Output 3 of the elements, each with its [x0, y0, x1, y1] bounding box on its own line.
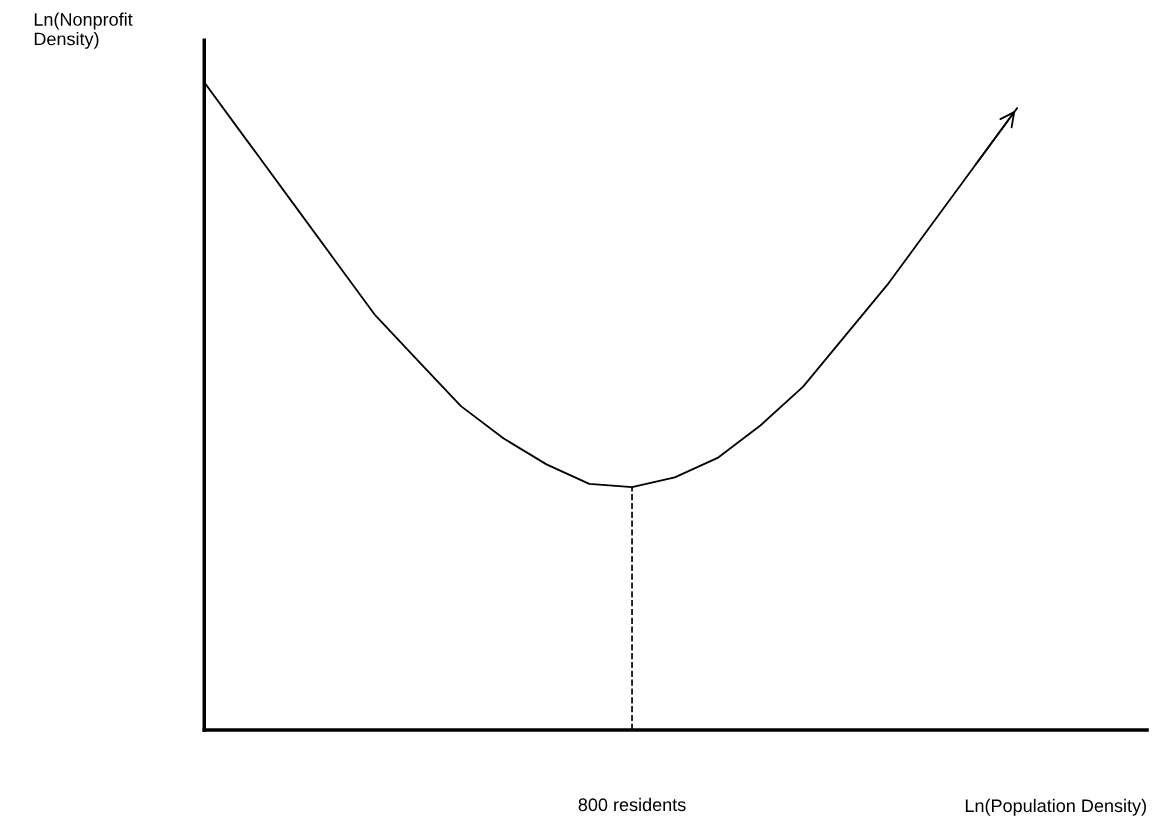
y-axis-title: Ln(Nonprofit Density) — [34, 12, 133, 49]
x-axis-title: Ln(Population Density) — [965, 798, 1146, 816]
text: 800 residents — [578, 797, 686, 812]
